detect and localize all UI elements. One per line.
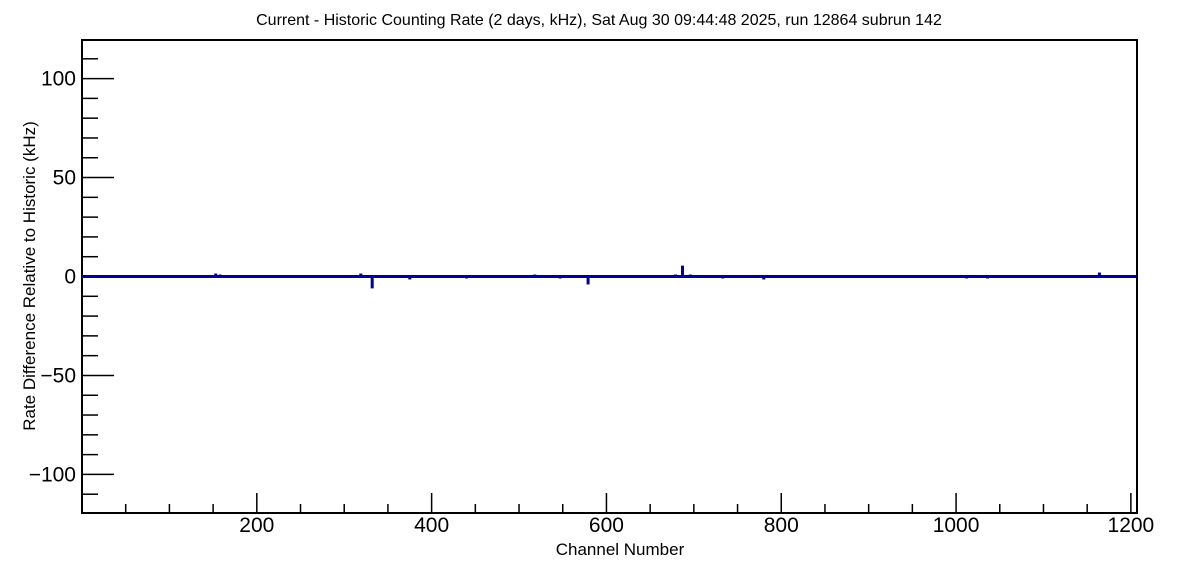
- x-axis-title: Channel Number: [556, 540, 685, 559]
- x-axis-tick-labels: 200 400 600 800 1000 1200: [239, 514, 1154, 537]
- y-tick-label: 50: [53, 167, 76, 190]
- chart-title: Current - Historic Counting Rate (2 days…: [256, 12, 942, 29]
- y-axis-tick-labels: −100 −50 0 50 100: [29, 68, 76, 487]
- y-tick-label: 100: [41, 68, 76, 91]
- y-tick-label: 0: [64, 266, 76, 289]
- x-axis-minor-ticks: [124, 504, 1088, 513]
- y-tick-label: −100: [29, 463, 76, 486]
- data-series: [82, 265, 1137, 289]
- x-tick-label: 1200: [1108, 514, 1155, 537]
- x-tick-label: 200: [239, 514, 274, 537]
- x-tick-label: 800: [764, 514, 799, 537]
- y-axis-minor-ticks: [82, 58, 98, 495]
- y-tick-label: −50: [40, 364, 76, 387]
- y-axis-title: Rate Difference Relative to Historic (kH…: [20, 121, 39, 431]
- x-tick-label: 400: [414, 514, 449, 537]
- x-tick-label: 600: [589, 514, 624, 537]
- x-axis-major-ticks: [256, 493, 1132, 513]
- x-tick-label: 1000: [933, 514, 980, 537]
